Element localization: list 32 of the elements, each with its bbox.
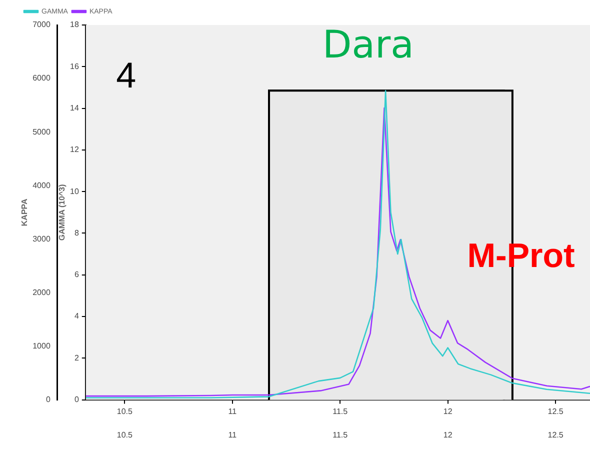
- annotation: 4: [116, 54, 136, 96]
- y-tick-label: 1000: [32, 341, 51, 350]
- y2-tick-label: 6: [74, 270, 80, 280]
- y2-axis-title: GAMMA (10^3): [57, 184, 66, 241]
- y-tick-label: 0: [46, 395, 51, 404]
- x-tick-label: 12.5: [548, 406, 564, 416]
- x-tick-label: 10.5: [116, 406, 134, 416]
- annotation: Dara: [322, 22, 414, 66]
- y2-tick-label: 14: [70, 103, 80, 112]
- y2-tick-label: 2: [74, 353, 80, 362]
- y-tick-label: 4000: [32, 180, 51, 190]
- x-tick-label: 11.5: [332, 406, 348, 416]
- x2-tick-label: 11.5: [332, 430, 348, 440]
- x2-tick-label: 12: [443, 430, 453, 440]
- y-tick-label: 7000: [32, 20, 51, 30]
- y2-tick-label: 12: [70, 145, 80, 154]
- y2-tick-label: 4: [74, 312, 80, 321]
- x2-tick-label: 12.5: [548, 430, 564, 440]
- y2-tick-label: 8: [74, 228, 80, 238]
- y2-tick-label: 18: [70, 20, 80, 30]
- x2-tick-label: 10.5: [116, 430, 134, 440]
- y2-tick-label: 0: [74, 395, 80, 404]
- y-axis-title: KAPPA: [20, 198, 30, 226]
- y-tick-label: 6000: [32, 74, 51, 83]
- y-tick-label: 2000: [32, 288, 51, 297]
- x2-tick-label: 11: [228, 430, 238, 440]
- y-tick-label: 3000: [32, 234, 51, 244]
- y2-tick-label: 16: [70, 62, 80, 71]
- y2-tick-label: 10: [70, 186, 80, 196]
- x-tick-label: 12: [443, 406, 453, 416]
- y-tick-label: 5000: [32, 127, 51, 136]
- x-tick-label: 11: [228, 406, 238, 416]
